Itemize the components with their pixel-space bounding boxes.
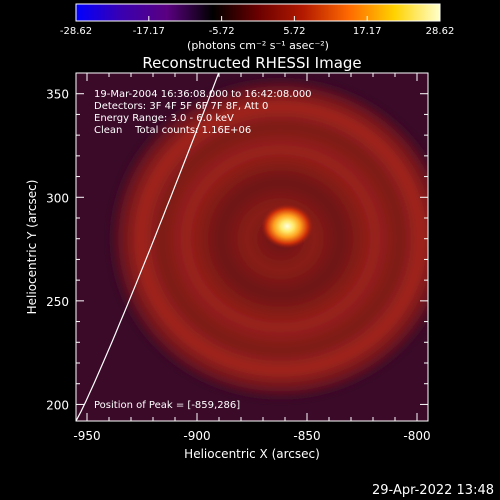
- plot-area: [76, 73, 428, 421]
- x-tick-label: -850: [293, 429, 320, 443]
- footer-timestamp: 29-Apr-2022 13:48: [372, 483, 494, 498]
- x-axis-label: Heliocentric X (arcsec): [184, 447, 320, 461]
- colorbar-tick-label: 17.17: [353, 26, 382, 37]
- colorbar-tick-label: 5.72: [283, 26, 305, 37]
- y-tick-label: 350: [46, 88, 69, 102]
- image-annotations: 19-Mar-2004 16:36:08.000 to 16:42:08.000…: [94, 89, 312, 411]
- x-tick-label: -950: [73, 429, 100, 443]
- x-tick-label: -800: [403, 429, 430, 443]
- y-tick-label: 250: [46, 295, 69, 309]
- annotation-time-range: 19-Mar-2004 16:36:08.000 to 16:42:08.000: [94, 89, 312, 100]
- colorbar-tick-label: -28.62: [60, 26, 92, 37]
- plot-frame: [75, 72, 429, 422]
- annotation-energy-range: Energy Range: 3.0 - 6.0 keV: [94, 113, 234, 124]
- annotation-detectors: Detectors: 3F 4F 5F 6F 7F 8F, Att 0: [94, 101, 268, 112]
- solar-limb-line: [76, 73, 220, 421]
- y-axis-label: Heliocentric Y (arcsec): [25, 180, 39, 315]
- y-axis-ticks: 200 250 300 350: [46, 72, 428, 412]
- colorbar-tick-label: -5.72: [209, 26, 235, 37]
- colorbar-unit-label: (photons cm⁻² s⁻¹ asec⁻²): [187, 39, 329, 52]
- colorbar-tick-label: -17.17: [133, 26, 165, 37]
- chart-title: Reconstructed RHESSI Image: [142, 54, 361, 72]
- y-tick-label: 200: [46, 398, 69, 412]
- x-tick-label: -900: [183, 429, 210, 443]
- colorbar-gradient-bar: [75, 3, 441, 22]
- emission-peak: [261, 204, 314, 249]
- annotation-clean-counts: Clean Total counts: 1.16E+06: [94, 125, 251, 136]
- y-tick-label: 300: [46, 191, 69, 205]
- colorbar: -28.62 -17.17 -5.72 5.72 17.17 28.62 (photons…: [60, 3, 454, 52]
- annotation-peak-position: Position of Peak = [-859,286]: [94, 400, 240, 411]
- x-axis-ticks: -950 -900 -850 -800: [73, 73, 431, 443]
- colorbar-tick-label: 28.62: [426, 26, 455, 37]
- colorbar-ticks: -28.62 -17.17 -5.72 5.72 17.17 28.62: [60, 16, 454, 37]
